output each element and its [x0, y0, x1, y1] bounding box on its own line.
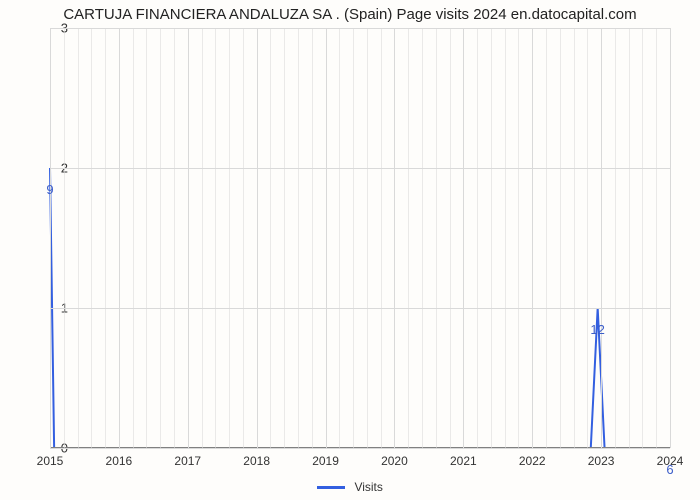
x-tick-label: 2020 — [381, 454, 408, 468]
visits-chart: CARTUJA FINANCIERA ANDALUZA SA . (Spain)… — [0, 0, 700, 500]
x-tick-label: 2022 — [519, 454, 546, 468]
x-tick-label: 2015 — [37, 454, 64, 468]
x-tick-label: 2017 — [174, 454, 201, 468]
line-series — [50, 28, 670, 448]
x-tick-label: 2019 — [312, 454, 339, 468]
legend: Visits — [0, 480, 700, 494]
legend-swatch — [317, 486, 345, 489]
x-tick-label: 2021 — [450, 454, 477, 468]
data-point-label: 12 — [590, 322, 604, 337]
x-tick-label: 2016 — [106, 454, 133, 468]
x-tick-label: 2018 — [243, 454, 270, 468]
data-point-label: 9 — [46, 182, 53, 197]
data-point-label: 6 — [666, 462, 673, 477]
chart-title: CARTUJA FINANCIERA ANDALUZA SA . (Spain)… — [0, 6, 700, 23]
legend-label: Visits — [354, 480, 382, 494]
plot-area — [50, 28, 670, 448]
x-tick-label: 2023 — [588, 454, 615, 468]
